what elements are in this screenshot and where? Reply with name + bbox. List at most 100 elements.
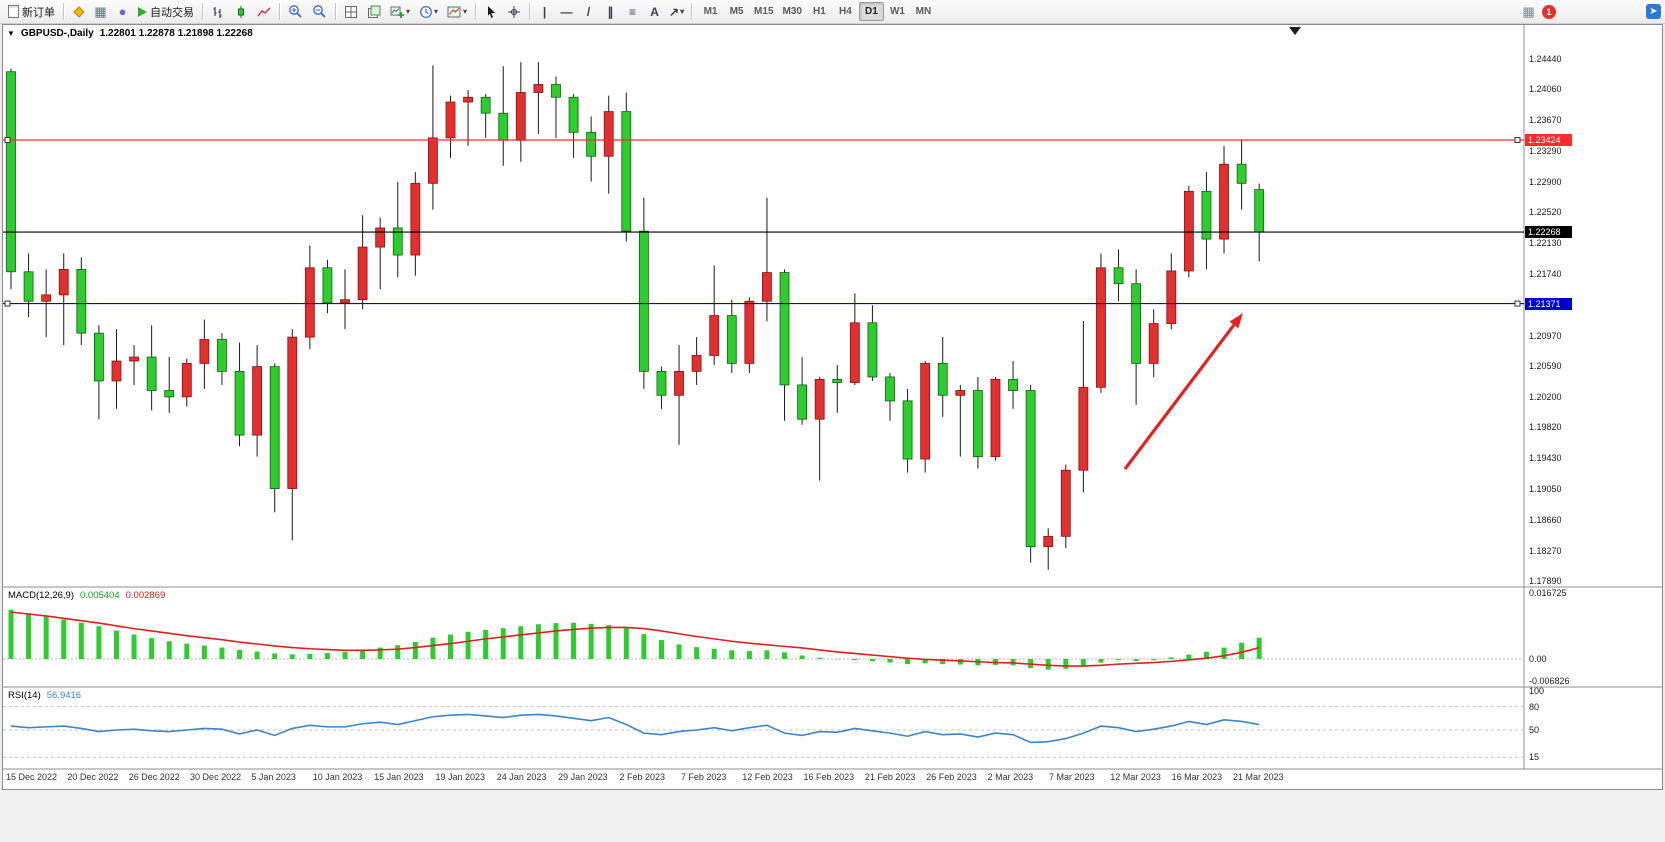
price-tick-label: 1.20970 [1529,330,1562,341]
price-tick-label: 1.20200 [1529,391,1562,402]
trend-arrow-shaft[interactable] [1123,323,1236,470]
timeframe-h1-button[interactable]: H1 [813,6,826,17]
zoom-in-icon [289,5,302,18]
date-tick-label: 7 Feb 2023 [680,772,727,782]
one-click-toggle-icon[interactable]: ▼ [7,29,15,38]
template-icon [447,6,461,17]
indicators-button[interactable]: ● [112,2,133,22]
timeframe-d1-button[interactable]: D1 [858,2,884,21]
timeframe-m5-button[interactable]: M5 [729,6,744,17]
clock-icon [420,5,432,18]
price-tick-label: 1.19430 [1529,453,1562,464]
candle-body [1183,190,1194,272]
crosshair-button[interactable] [503,2,525,22]
candle-body [322,267,333,304]
zoom-out-button[interactable] [308,2,331,22]
charts-grid-icon: ▦ [94,4,107,19]
new-order-label: 新订单 [22,6,55,19]
candle-body [1166,270,1177,324]
arrows-tool-button[interactable]: ↗ ▾ [666,2,687,22]
date-tick-label: 24 Jan 2023 [496,772,547,782]
trendline-tool-button[interactable]: / [578,2,599,22]
line-handle[interactable] [4,136,11,143]
line-handle[interactable] [1514,136,1521,143]
candle-body [1113,267,1124,285]
line-chart-button[interactable] [253,2,275,22]
new-order-button[interactable]: 新订单 [4,2,59,22]
date-tick-label: 2 Mar 2023 [987,772,1034,782]
candle-body [129,356,139,362]
rsi-scale-label: 80 [1529,701,1540,712]
vertical-line-tool-button[interactable]: | [534,2,555,22]
date-tick-label: 20 Dec 2022 [67,772,119,782]
candle-body [58,268,69,296]
candle-body [304,267,315,338]
candle-body [375,227,386,248]
candle-body [41,294,52,302]
new-chart-button[interactable]: ▾ [386,2,414,22]
text-tool-icon: A [650,4,659,19]
timeframe-w1-button[interactable]: W1 [889,6,905,17]
date-tick-label: 12 Mar 2023 [1110,772,1161,782]
horizontal-line-tool-button[interactable]: — [556,2,577,22]
dropdown-icon: ▾ [434,7,439,16]
cascade-windows-button[interactable] [363,2,385,22]
date-tick-label: 26 Feb 2023 [926,772,977,782]
timeframe-m30-button[interactable]: M30 [782,6,802,17]
notification-badge[interactable]: 1 [1542,4,1556,19]
zoom-in-button[interactable] [284,2,307,22]
timeframe-mn-button[interactable]: MN [915,6,932,17]
separator [63,3,64,20]
price-tick-label: 1.19050 [1529,483,1562,494]
candle-body [551,84,561,98]
trend-arrow-head[interactable] [1229,313,1243,329]
candle-body [568,96,579,133]
community-app-icon[interactable]: ➤ [1646,4,1661,19]
price-tick-label: 1.24440 [1529,54,1562,64]
autotrading-button[interactable]: 自动交易 [134,2,198,22]
candle-body [480,96,491,114]
new-chart-icon [390,6,404,18]
grid-button[interactable]: ▦ [1518,2,1539,22]
templates-button[interactable]: ▾ [443,2,471,22]
timeframe-m15-button[interactable]: M15 [754,6,774,17]
line-handle[interactable] [4,300,11,307]
cursor-button[interactable] [480,2,502,22]
tile-windows-button[interactable] [340,2,362,22]
candle-body [674,370,684,396]
chart-canvas[interactable] [3,25,1662,789]
candle-body [762,272,772,302]
timeframe-h4-button[interactable]: H4 [839,6,852,17]
indicators-icon: ● [118,4,127,19]
timeframe-m1-button[interactable]: M1 [703,6,718,17]
bar-chart-button[interactable] [207,2,229,22]
channel-icon: ∥ [607,4,614,19]
candle-body [515,92,526,141]
candle-body [1008,378,1018,391]
window-bottom-strip [0,790,1665,842]
periods-button[interactable]: ▾ [415,2,442,22]
channel-tool-button[interactable]: ∥ [600,2,621,22]
candle-body [1096,267,1106,388]
candle-body [603,111,614,157]
date-tick-label: 16 Mar 2023 [1171,772,1223,782]
chart-area[interactable]: ▼ GBPUSD-,Daily 1.22801 1.22878 1.21898 … [2,24,1663,790]
candle-body [744,300,755,364]
charts-list-button[interactable]: ▦ [90,2,111,22]
candle-body [392,227,403,256]
chart-shift-marker[interactable] [1289,27,1301,35]
line-handle[interactable] [1514,300,1521,307]
candle-body [885,376,895,402]
fibonacci-tool-button[interactable]: ≡ [622,2,643,22]
price-tick-label: 1.17890 [1529,575,1562,586]
metaquotes-button[interactable] [68,2,89,22]
candlestick-chart-button[interactable] [230,2,252,22]
date-tick-label: 15 Dec 2022 [6,772,58,782]
candle-body [111,360,122,382]
price-tick-label: 1.21740 [1529,269,1562,280]
candlestick-icon [238,5,244,18]
candle-body [410,182,421,256]
text-tool-button[interactable]: A [644,2,665,22]
price-tick-label: 1.22520 [1529,207,1562,217]
candle-body [990,378,1001,458]
